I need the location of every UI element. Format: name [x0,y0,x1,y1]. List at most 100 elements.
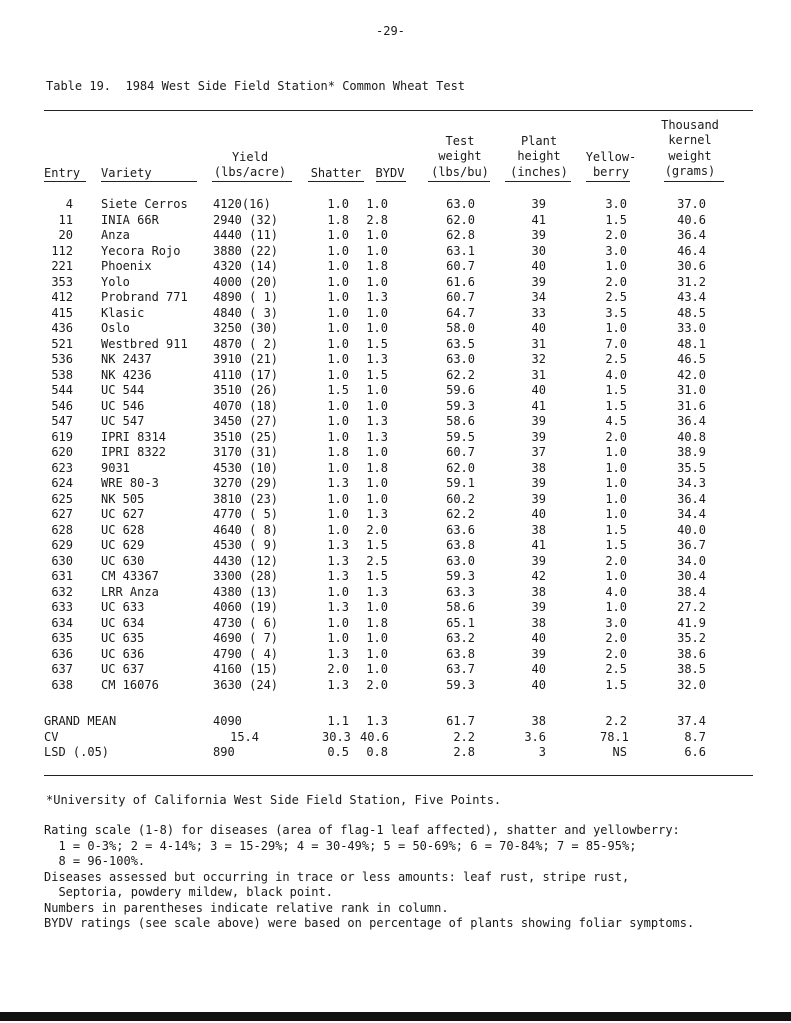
cell-thousand-kernel-weight: 40.8 [677,429,706,444]
cell-shatter: 1.0 [327,290,349,304]
cell-thousand-kernel-weight: 38.9 [677,445,706,459]
cell-variety: UC 636 [101,646,145,661]
cell-plant-height: 40 [531,677,546,692]
table-row: 634 UC 634 4730 ( 6) 1.0 1.8 65.1 38 3.0 41.9 [0,616,791,632]
table-row: 436 Oslo 3250 (30) 1.0 1.0 58.0 40 1.0 33.0 [0,321,791,337]
cell-test-weight: 63.0 [446,352,475,366]
cell-yellowberry: 2.0 [605,274,627,289]
cell-bydv: 1.0 [366,491,388,506]
cell-yield: 4110 (17) [213,367,279,382]
cell-thousand-kernel-weight: 38.6 [677,646,706,661]
cell-shatter: 1.0 [327,429,349,444]
cell-shatter: 1.0 [327,522,349,537]
cell-yellowberry: 2.0 [605,631,627,645]
cell-yield: 4790 ( 4) [213,646,279,661]
summary-bydv: 1.3 [366,714,388,728]
cell-yellowberry: 1.0 [605,491,627,506]
cell-variety: Anza [101,228,130,242]
cell-plant-height: 39 [531,553,546,568]
cell-shatter: 1.3 [327,677,349,692]
cell-yellowberry: 4.0 [605,584,627,599]
cell-yield: 3630 (24) [213,677,279,692]
cell-entry: 11 [58,212,73,227]
cell-variety: WRE 80-3 [101,476,159,490]
cell-entry: 627 [51,507,73,521]
cell-yield: 4690 ( 7) [213,631,279,645]
cell-plant-height: 41 [531,538,546,552]
cell-entry: 628 [51,522,73,537]
table-row: 628 UC 628 4640 ( 8) 1.0 2.0 63.6 38 1.5 40.0 [0,523,791,539]
summary-shatter: 0.5 [327,745,349,759]
header-underline-test-weight [428,181,490,182]
cell-yellowberry: 3.5 [605,305,627,320]
table-row: 625 NK 505 3810 (23) 1.0 1.0 60.2 39 1.0 36.4 [0,492,791,508]
summary-row: GRAND MEAN 4090 1.1 1.3 61.7 38 2.2 37.4 [0,714,791,730]
cell-yellowberry: 3.0 [605,243,627,258]
cell-plant-height: 34 [531,290,546,304]
cell-variety: UC 628 [101,522,145,537]
cell-yellowberry: 4.5 [605,414,627,428]
cell-entry: 538 [51,367,73,382]
cell-test-weight: 63.2 [446,631,475,645]
cell-plant-height: 33 [531,305,546,320]
cell-plant-height: 42 [531,569,546,583]
cell-plant-height: 39 [531,274,546,289]
cell-variety: IPRI 8322 [101,445,167,459]
cell-bydv: 1.3 [366,429,388,444]
cell-bydv: 1.5 [366,538,388,552]
cell-yield: 4640 ( 8) [213,522,279,537]
cell-yield: 4430 (12) [213,553,279,568]
cell-test-weight: 63.6 [446,522,475,537]
table-row: 415 Klasic 4840 ( 3) 1.0 1.0 64.7 33 3.5 48.5 [0,306,791,322]
cell-shatter: 1.0 [327,631,349,645]
table-row: 635 UC 635 4690 ( 7) 1.0 1.0 63.2 40 2.0 35.2 [0,631,791,647]
cell-test-weight: 58.6 [446,414,475,428]
cell-plant-height: 31 [531,367,546,382]
cell-variety: NK 4236 [101,367,152,382]
cell-thousand-kernel-weight: 36.7 [677,538,706,552]
cell-entry: 536 [51,352,73,366]
cell-bydv: 1.0 [366,600,388,614]
cell-variety: UC 629 [101,538,145,552]
table-title: Table 19. 1984 West Side Field Station* … [46,79,466,93]
header-underline-yield [212,181,292,182]
header-underline-entry [44,181,86,182]
cell-entry: 221 [51,259,73,273]
cell-yield: 3250 (30) [213,321,279,335]
summary-test-weight: 2.8 [453,745,475,759]
cell-test-weight: 59.3 [446,398,475,413]
note-parentheses-rank: Numbers in parentheses indicate relative… [44,900,449,915]
summary-bydv: 40.6 [360,729,389,744]
cell-yield: 4530 ( 9) [213,538,279,552]
summary-bydv: 0.8 [366,745,388,759]
cell-yellowberry: 1.5 [605,522,627,537]
cell-bydv: 1.0 [366,197,388,211]
cell-variety: UC 630 [101,553,145,568]
cell-thousand-kernel-weight: 36.4 [677,228,706,242]
table-row: 619 IPRI 8314 3510 (25) 1.0 1.3 59.5 39 2.0 40.8 [0,430,791,446]
table-row: 629 UC 629 4530 ( 9) 1.3 1.5 63.8 41 1.5 36.7 [0,538,791,554]
cell-entry: 415 [51,305,73,320]
cell-yellowberry: 4.0 [605,367,627,382]
cell-thousand-kernel-weight: 46.5 [677,352,706,366]
cell-entry: 4 [65,197,73,211]
cell-shatter: 1.0 [327,259,349,273]
cell-entry: 353 [51,274,73,289]
cell-test-weight: 59.3 [446,677,475,692]
cell-thousand-kernel-weight: 27.2 [677,600,706,614]
cell-yield: 3270 (29) [213,476,279,490]
cell-variety: UC 635 [101,631,145,645]
cell-variety: CM 16076 [101,677,159,692]
cell-thousand-kernel-weight: 40.0 [677,522,706,537]
cell-entry: 412 [51,290,73,304]
table-row: 631 CM 43367 3300 (28) 1.3 1.5 59.3 42 1.0 30.4 [0,569,791,585]
cell-test-weight: 63.3 [446,584,475,599]
summary-label: LSD (.05) [44,745,110,759]
table-row: 620 IPRI 8322 3170 (31) 1.8 1.0 60.7 37 1.0 38.9 [0,445,791,461]
cell-yellowberry: 1.0 [605,259,627,273]
cell-plant-height: 39 [531,414,546,428]
cell-thousand-kernel-weight: 41.9 [677,615,706,630]
cell-entry: 620 [51,445,73,459]
cell-variety: NK 505 [101,491,145,506]
cell-plant-height: 40 [531,259,546,273]
